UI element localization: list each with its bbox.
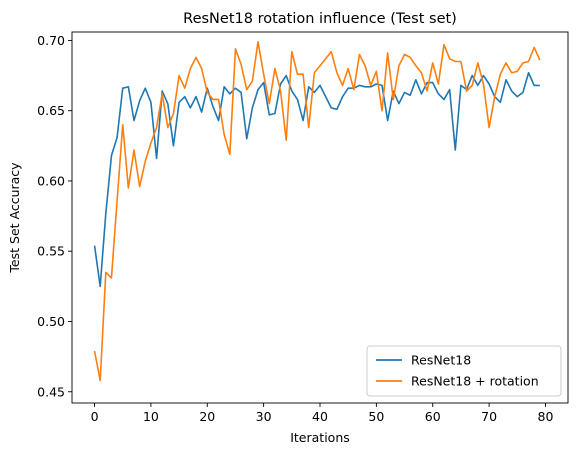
series-line-1 <box>93 71 540 288</box>
x-tick-label: 0 <box>91 409 99 424</box>
x-tick-label: 60 <box>425 409 441 424</box>
legend: ResNet18 ResNet18 + rotation <box>366 345 562 397</box>
x-axis: 0 10 20 30 40 50 60 70 80 <box>91 403 554 424</box>
x-tick-label: 70 <box>481 409 497 424</box>
y-axis-label: Test Set Accuracy <box>7 162 22 274</box>
y-tick-label: 0.65 <box>37 103 65 118</box>
series-line-2 <box>93 41 541 382</box>
y-tick-label: 0.45 <box>37 384 65 399</box>
y-axis: 0.45 0.50 0.55 0.60 0.65 0.70 <box>37 33 72 399</box>
x-tick-label: 30 <box>256 409 272 424</box>
x-tick-label: 10 <box>143 409 159 424</box>
legend-box <box>366 345 562 397</box>
y-tick-label: 0.60 <box>37 173 65 188</box>
y-tick-label: 0.70 <box>37 33 65 48</box>
y-tick-label: 0.55 <box>37 244 65 259</box>
x-tick-label: 40 <box>312 409 328 424</box>
series-lines <box>93 41 541 382</box>
x-tick-label: 20 <box>199 409 215 424</box>
x-tick-label: 50 <box>368 409 384 424</box>
y-tick-label: 0.50 <box>37 314 65 329</box>
legend-entry: ResNet18 + rotation <box>411 374 539 389</box>
legend-entry: ResNet18 <box>411 353 471 368</box>
chart-title: ResNet18 rotation influence (Test set) <box>183 11 457 27</box>
x-axis-label: Iterations <box>290 430 350 445</box>
x-tick-label: 80 <box>538 409 554 424</box>
